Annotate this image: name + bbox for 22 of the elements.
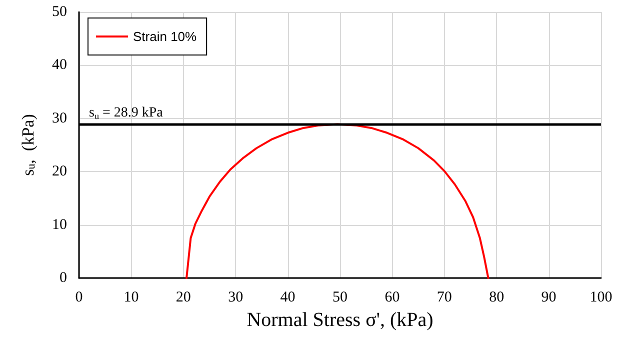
y-tick-label: 50 xyxy=(52,4,67,20)
x-tick-label: 10 xyxy=(124,290,139,306)
x-tick-label: 60 xyxy=(384,290,400,306)
x-tick-label: 30 xyxy=(228,290,244,306)
x-tick-label: 80 xyxy=(489,290,504,306)
x-tick-label: 0 xyxy=(75,290,83,306)
x-tick-label: 40 xyxy=(280,290,296,306)
legend-label: Strain 10% xyxy=(133,29,198,44)
x-tick-label: 20 xyxy=(176,290,191,306)
y-tick-label: 40 xyxy=(52,57,67,74)
y-axis-title: su, (kPa) xyxy=(18,114,38,176)
y-tick-label: 30 xyxy=(52,110,67,126)
x-tick-label: 50 xyxy=(332,290,348,306)
y-tick-label: 10 xyxy=(52,216,67,233)
x-tick-label: 100 xyxy=(590,290,612,306)
x-tick-label: 70 xyxy=(436,290,452,306)
x-axis-title: Normal Stress σ', (kPa) xyxy=(246,309,434,331)
y-tick-label: 0 xyxy=(60,270,67,286)
ref-line-label: su = 28.9 kPa xyxy=(89,105,164,121)
y-tick-label: 20 xyxy=(52,164,67,180)
line-series xyxy=(186,123,490,279)
x-tick-label: 90 xyxy=(541,290,556,306)
